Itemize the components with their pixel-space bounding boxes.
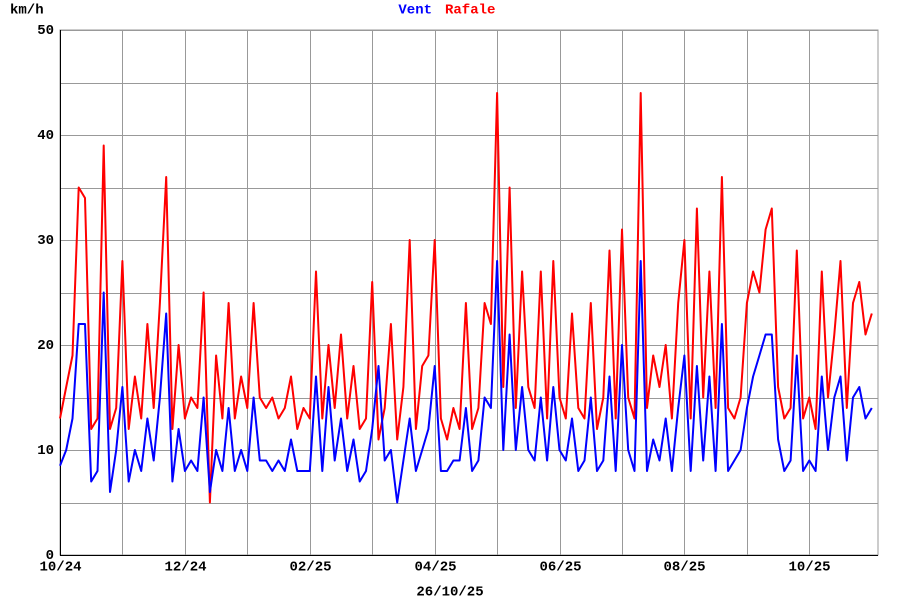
y-tick-label: 40 xyxy=(37,128,54,144)
legend-entry: Rafale xyxy=(445,3,495,19)
y-axis-label: km/h xyxy=(10,3,44,19)
x-axis-label: 26/10/25 xyxy=(416,585,483,600)
plot-frame xyxy=(59,29,879,556)
y-tick-label: 0 xyxy=(46,548,54,564)
y-tick-label: 20 xyxy=(37,338,54,354)
y-tick-label: 10 xyxy=(37,443,54,459)
x-tick-label: 02/25 xyxy=(289,560,331,576)
x-tick-label: 12/24 xyxy=(164,560,206,576)
y-tick-label: 50 xyxy=(37,23,54,39)
data-line xyxy=(59,260,873,504)
x-tick-label: 04/25 xyxy=(414,560,456,576)
x-tick-label: 06/25 xyxy=(539,560,581,576)
y-tick-label: 30 xyxy=(37,233,54,249)
x-tick-label: 10/25 xyxy=(788,560,830,576)
data-line xyxy=(59,92,873,504)
x-tick-label: 08/25 xyxy=(663,560,705,576)
legend-entry: Vent xyxy=(398,3,432,19)
x-tick-label: 10/24 xyxy=(39,560,81,576)
